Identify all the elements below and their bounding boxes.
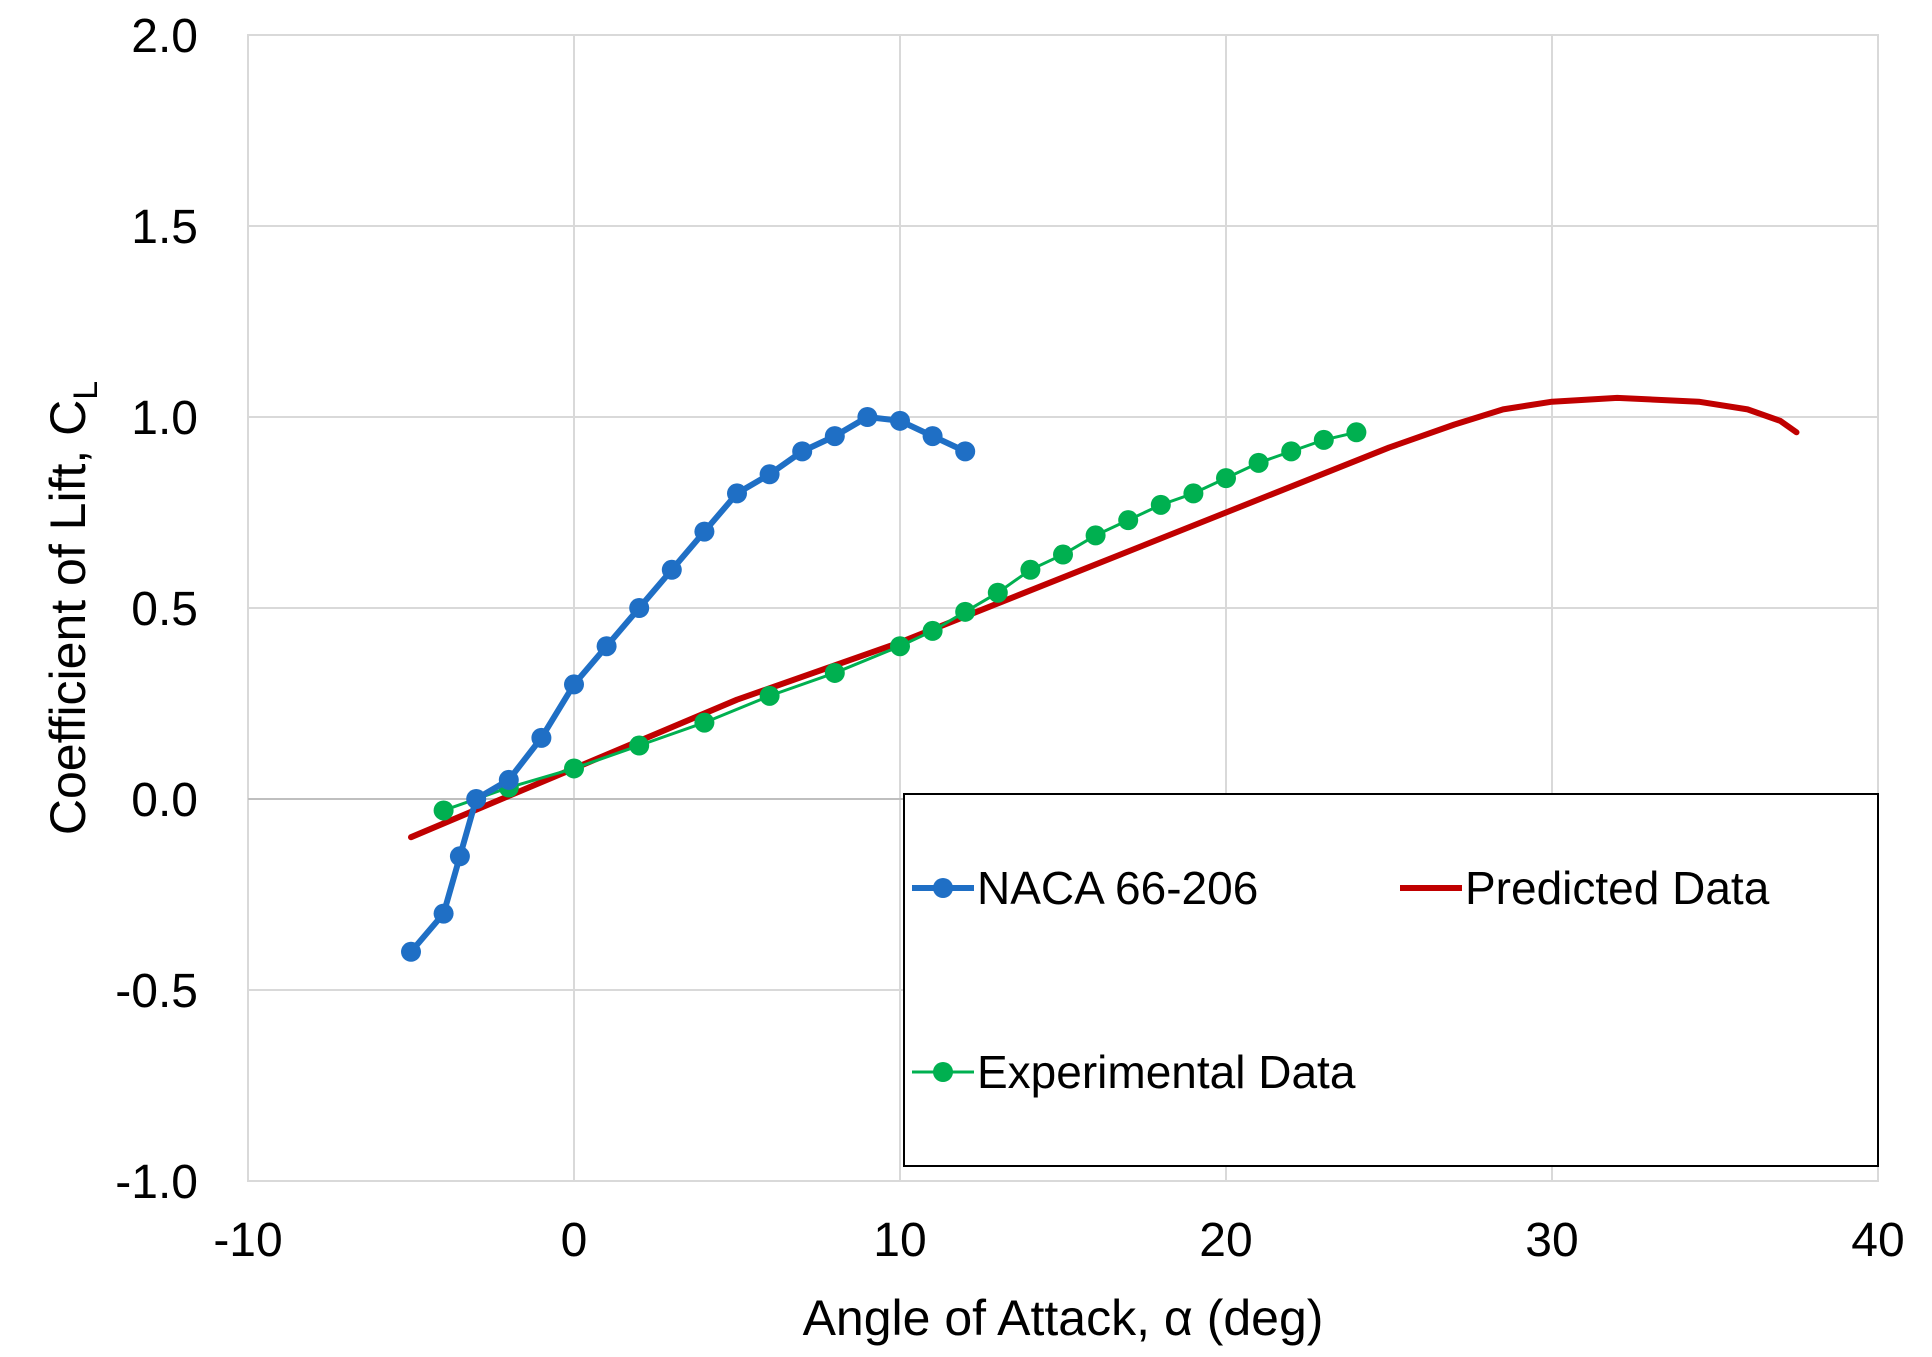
data-point — [564, 758, 584, 779]
data-point — [727, 483, 747, 504]
data-point — [1346, 422, 1367, 443]
legend-label: Predicted Data — [1465, 862, 1770, 914]
data-point — [466, 789, 487, 809]
data-point — [955, 601, 976, 622]
x-tick-label: 20 — [1199, 1214, 1252, 1267]
data-point — [759, 685, 780, 706]
data-point — [824, 426, 845, 447]
legend-swatch-marker — [933, 878, 953, 898]
plot-area-border — [247, 34, 1879, 1182]
tick-label-layer: -10 0 10 20 30 40 -1.0 -0.5 0.0 0.5 1.0 1.5 2.0 — [115, 10, 1904, 1267]
y-tick-label: 2.0 — [131, 10, 198, 63]
legend: NACA 66-206 Predicted Data Experimental Da… — [903, 793, 1879, 1167]
y-tick-label: -1.0 — [115, 1156, 198, 1209]
y-tick-label: 1.5 — [131, 201, 198, 254]
data-point — [1281, 441, 1302, 462]
y-axis-title: Coefficient of Lift, CL — [40, 381, 105, 835]
legend-label: Experimental Data — [977, 1046, 1356, 1098]
data-point — [1150, 494, 1171, 515]
data-point — [1053, 544, 1073, 565]
series-experimental-data — [433, 422, 1367, 821]
legend-entry: Experimental Data — [912, 1046, 1356, 1098]
data-point — [857, 407, 878, 427]
series-layer — [401, 394, 1800, 962]
series-line — [442, 430, 1358, 812]
data-point — [433, 903, 454, 924]
y-axis-title-subscript: L — [67, 381, 105, 400]
data-point — [890, 410, 910, 431]
x-tick-label: 30 — [1525, 1214, 1578, 1267]
data-point — [449, 846, 470, 867]
y-tick-label: 0.5 — [131, 583, 198, 636]
data-point — [922, 620, 943, 641]
data-point — [987, 582, 1008, 603]
legend-box — [903, 793, 1879, 1167]
data-point — [922, 426, 943, 447]
y-axis-title-main: Coefficient of Lift, C — [40, 400, 96, 835]
y-tick-label: -0.5 — [115, 965, 198, 1018]
data-point — [629, 598, 650, 618]
data-point — [531, 727, 552, 748]
data-point — [824, 662, 845, 683]
x-tick-label: 0 — [561, 1214, 588, 1267]
data-point — [498, 769, 519, 790]
data-point — [1118, 510, 1139, 531]
data-point — [792, 441, 813, 462]
data-point — [759, 464, 780, 485]
data-point — [694, 521, 715, 542]
data-point — [694, 712, 715, 733]
x-axis-title: Angle of Attack, α (deg) — [803, 1290, 1324, 1346]
data-point — [1313, 429, 1334, 450]
data-point — [401, 941, 421, 962]
data-point — [433, 800, 454, 821]
data-point — [629, 735, 650, 756]
series-predicted-data — [408, 394, 1800, 841]
data-point — [890, 636, 910, 657]
legend-swatch-marker — [933, 1062, 953, 1082]
legend-label: NACA 66-206 — [977, 862, 1258, 914]
x-tick-label: 10 — [873, 1214, 926, 1267]
legend-entry: NACA 66-206 — [912, 862, 1258, 914]
data-point — [564, 674, 584, 695]
data-point — [955, 441, 976, 462]
series-line — [408, 394, 1800, 841]
y-tick-label: 1.0 — [131, 392, 198, 445]
legend-items: NACA 66-206 Predicted Data Experimental Da… — [912, 862, 1770, 1098]
data-point — [1183, 483, 1204, 504]
data-point — [1020, 559, 1041, 580]
series-naca-66-206 — [401, 407, 976, 962]
legend-entry: Predicted Data — [1400, 862, 1770, 914]
x-tick-label: 40 — [1851, 1214, 1904, 1267]
data-point — [1248, 452, 1269, 473]
data-point — [661, 559, 682, 580]
data-point — [1085, 525, 1106, 546]
y-tick-label: 0.0 — [131, 774, 198, 827]
x-tick-label: -10 — [213, 1214, 282, 1267]
data-point — [596, 636, 617, 657]
data-point — [1216, 468, 1236, 489]
